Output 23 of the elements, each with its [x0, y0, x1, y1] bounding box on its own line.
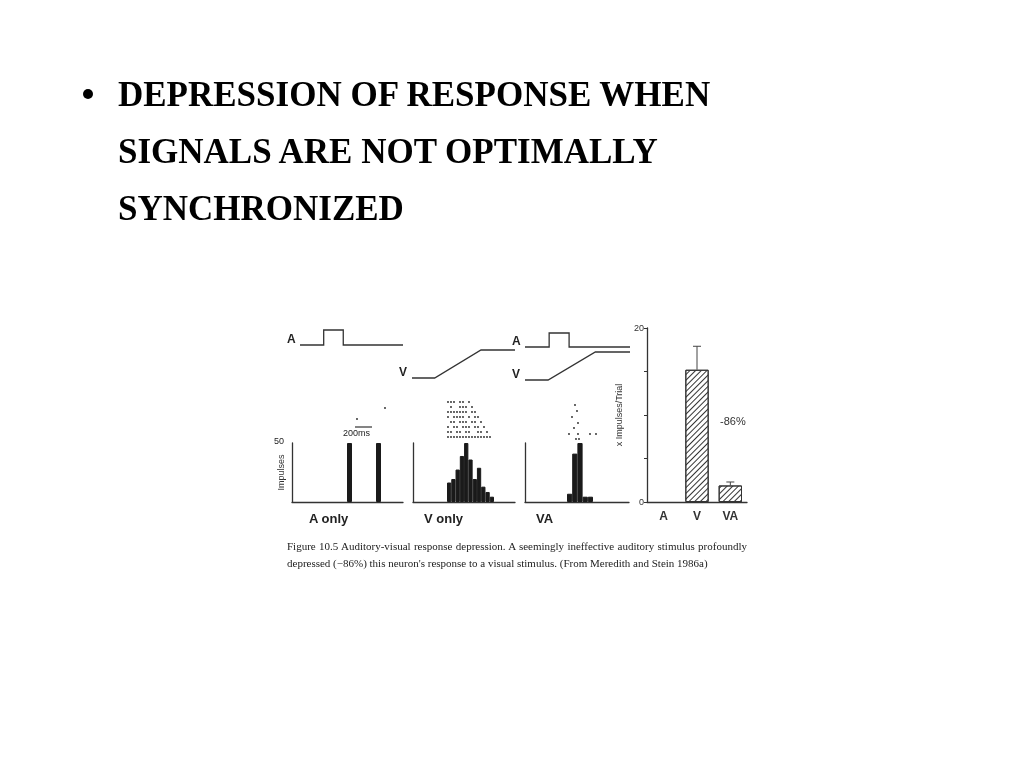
text: A — [512, 334, 521, 348]
caption: Figure 10.5 Auditory-visual response depression. A seemingly ineffective auditory stimulus profoundly depressed (−86%) this neuron's response to a visual stimulus. (From Meredith and Stein 1986a) — [287, 539, 747, 571]
y-tick-label: 20 — [633, 323, 644, 333]
x-tick-label: V — [692, 509, 702, 523]
text: A — [287, 332, 296, 346]
text: V — [399, 365, 408, 379]
text: V — [512, 367, 521, 381]
y-axis-title: x Impulses/Trial — [613, 383, 624, 447]
x-tick-label: A — [659, 509, 669, 523]
x-tick-label: VA — [722, 509, 739, 523]
bar — [447, 482, 452, 502]
bar — [485, 491, 490, 502]
x-axis-title: V only — [424, 511, 464, 526]
text: 50 — [274, 436, 285, 446]
bar — [476, 467, 482, 502]
y-axis-title: Impulses — [275, 453, 286, 491]
annotation: -86% — [720, 415, 746, 427]
bar — [464, 443, 469, 502]
bar — [489, 496, 494, 502]
y-tick-label: 0 — [638, 497, 644, 507]
text: 200ms — [343, 428, 371, 438]
x-axis-title: A only — [309, 511, 350, 526]
chart-title: DEPRESSION OF RESPONSE WHEN SIGNALS ARE NOT OPTIMALLY SYNCHRONIZED — [118, 74, 712, 230]
